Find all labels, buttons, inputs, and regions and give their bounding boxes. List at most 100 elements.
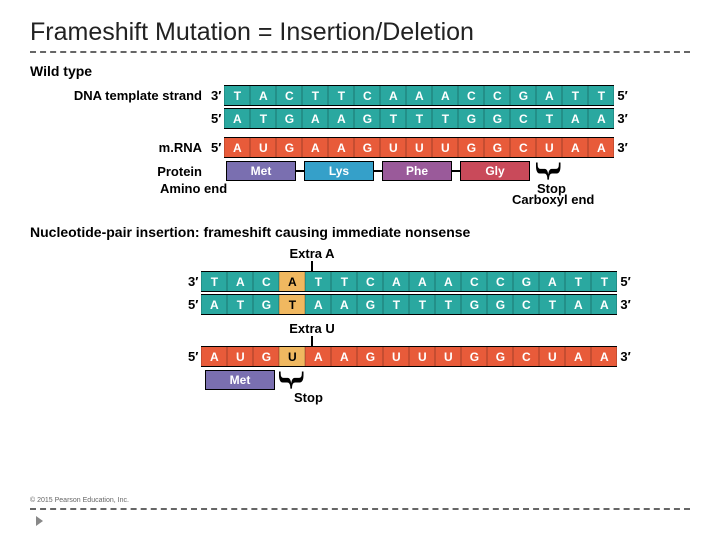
nucleotide: A xyxy=(224,109,250,128)
nucleotide: C xyxy=(513,295,539,314)
nucleotide: A xyxy=(224,138,250,157)
end-5prime: 5′ xyxy=(208,111,224,126)
nucleotide: C xyxy=(354,86,380,105)
nucleotide: A xyxy=(201,295,227,314)
nucleotide: T xyxy=(302,86,328,105)
nucleotide: G xyxy=(357,347,383,366)
nucleotide: A xyxy=(539,272,565,291)
ins-protein-seq: Met xyxy=(205,370,275,390)
nucleotide: T xyxy=(406,109,432,128)
protein-label: Protein xyxy=(30,164,208,179)
amino-acid: Lys xyxy=(304,161,374,181)
nucleotide: U xyxy=(435,347,461,366)
nucleotide: A xyxy=(432,86,458,105)
carboxyl-end-label: Carboxyl end xyxy=(512,192,594,207)
nucleotide: G xyxy=(461,295,487,314)
nucleotide: T xyxy=(409,295,435,314)
nucleotide: U xyxy=(432,138,458,157)
dna-top-seq: TACTTCAAACCGATT xyxy=(224,85,614,106)
nucleotide: A xyxy=(331,347,357,366)
nucleotide: G xyxy=(487,347,513,366)
brace-icon: } xyxy=(288,370,298,389)
nucleotide: G xyxy=(276,109,302,128)
end-5prime: 5′ xyxy=(614,88,630,103)
nucleotide: A xyxy=(279,272,305,291)
pointer-line-icon xyxy=(311,261,313,271)
nucleotide: G xyxy=(513,272,539,291)
amino-end-label: Amino end xyxy=(160,181,227,196)
nucleotide: T xyxy=(565,272,591,291)
nucleotide: C xyxy=(253,272,279,291)
nucleotide: A xyxy=(562,138,588,157)
dna-bot-row: 5′ ATGAAGTTTGGCTAA 3′ xyxy=(30,108,690,129)
nucleotide: T xyxy=(279,295,305,314)
peptide-bond xyxy=(374,170,382,172)
ins-protein-row: Met } xyxy=(30,370,690,390)
nucleotide: U xyxy=(409,347,435,366)
nucleotide: A xyxy=(588,109,614,128)
nucleotide: T xyxy=(331,272,357,291)
ins-dna-top-row: 3′ TACATTCAAACCGATT 5′ xyxy=(30,271,690,292)
nucleotide: C xyxy=(458,86,484,105)
insertion-section: Nucleotide-pair insertion: frameshift ca… xyxy=(30,224,690,405)
nucleotide: A xyxy=(536,86,562,105)
nucleotide: G xyxy=(354,138,380,157)
protein-seq: Met Lys Phe Gly xyxy=(226,161,530,181)
nucleotide: A xyxy=(302,138,328,157)
nucleotide: G xyxy=(484,138,510,157)
nucleotide: A xyxy=(383,272,409,291)
dna-top-row: DNA template strand 3′ TACTTCAAACCGATT 5… xyxy=(30,85,690,106)
end-3prime: 3′ xyxy=(614,140,630,155)
nucleotide: C xyxy=(510,109,536,128)
nucleotide: G xyxy=(354,109,380,128)
amino-acid: Gly xyxy=(460,161,530,181)
copyright-text: © 2015 Pearson Education, Inc. xyxy=(30,497,129,504)
nucleotide: U xyxy=(227,347,253,366)
page-title: Frameshift Mutation = Insertion/Deletion xyxy=(30,18,690,53)
mrna-row: m.RNA 5′ AUGAAGUUUGGCUAA 3′ xyxy=(30,137,690,158)
nucleotide: A xyxy=(435,272,461,291)
nucleotide: T xyxy=(383,295,409,314)
wildtype-heading: Wild type xyxy=(30,63,690,79)
end-3prime: 3′ xyxy=(614,111,630,126)
nucleotide: T xyxy=(588,86,614,105)
nucleotide: T xyxy=(435,295,461,314)
nucleotide: G xyxy=(253,295,279,314)
nucleotide: A xyxy=(565,295,591,314)
nucleotide: U xyxy=(250,138,276,157)
end-3prime: 3′ xyxy=(617,297,633,312)
end-3prime: 3′ xyxy=(208,88,224,103)
extraU-label: Extra U xyxy=(282,321,342,336)
nucleotide: A xyxy=(305,347,331,366)
end-5prime: 5′ xyxy=(208,140,224,155)
amino-acid: Phe xyxy=(382,161,452,181)
nucleotide: A xyxy=(201,347,227,366)
nucleotide: A xyxy=(305,295,331,314)
nucleotide: A xyxy=(588,138,614,157)
extraA-anno: Extra A xyxy=(282,246,342,271)
nucleotide: T xyxy=(536,109,562,128)
nucleotide: A xyxy=(562,109,588,128)
nucleotide: U xyxy=(406,138,432,157)
amino-acid: Met xyxy=(226,161,296,181)
nucleotide: T xyxy=(328,86,354,105)
end-5prime: 5′ xyxy=(185,297,201,312)
nucleotide: C xyxy=(487,272,513,291)
nucleotide: A xyxy=(227,272,253,291)
nucleotide: G xyxy=(458,109,484,128)
nucleotide: A xyxy=(591,295,617,314)
nucleotide: T xyxy=(432,109,458,128)
ins-stop-group: } xyxy=(289,375,298,385)
nucleotide: T xyxy=(380,109,406,128)
brace-icon: } xyxy=(545,161,555,180)
nucleotide: G xyxy=(253,347,279,366)
nucleotide: A xyxy=(328,138,354,157)
nucleotide: G xyxy=(458,138,484,157)
nucleotide: U xyxy=(380,138,406,157)
nucleotide: G xyxy=(510,86,536,105)
extraU-anno: Extra U xyxy=(282,321,342,346)
nucleotide: G xyxy=(357,295,383,314)
pointer-line-icon xyxy=(311,336,313,346)
amino-acid: Met xyxy=(205,370,275,390)
nucleotide: T xyxy=(591,272,617,291)
